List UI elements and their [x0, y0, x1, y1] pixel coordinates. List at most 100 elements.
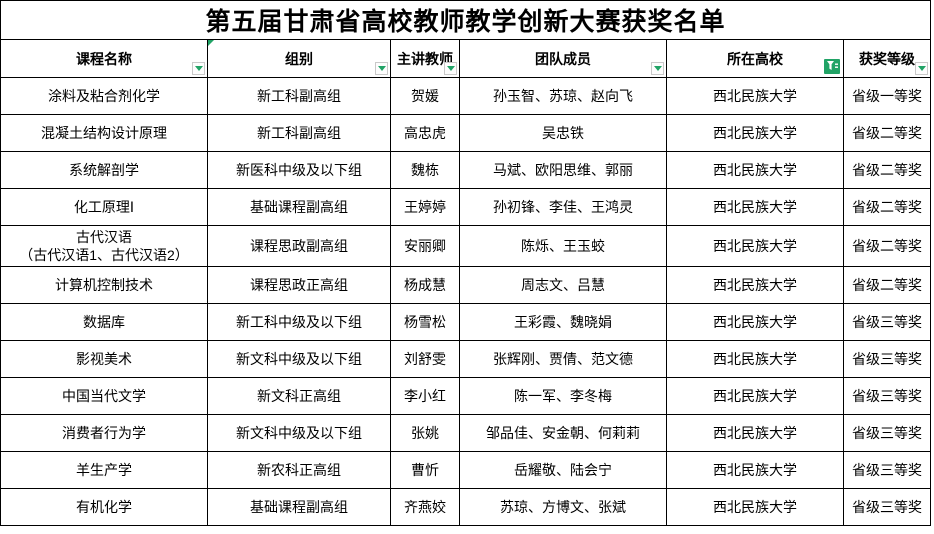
cell-team[interactable]: 吴忠铁: [460, 115, 667, 152]
cell-group[interactable]: 课程思政副高组: [208, 226, 391, 267]
filter-dropdown-icon[interactable]: [375, 62, 388, 75]
cell-teacher[interactable]: 杨成慧: [391, 267, 460, 304]
cell-team[interactable]: 陈烁、王玉蛟: [460, 226, 667, 267]
cell-award[interactable]: 省级三等奖: [844, 378, 931, 415]
cell-teacher[interactable]: 魏栋: [391, 152, 460, 189]
cell-course[interactable]: 涂料及粘合剂化学: [1, 78, 208, 115]
cell-group[interactable]: 新文科中级及以下组: [208, 415, 391, 452]
cell-teacher[interactable]: 刘舒雯: [391, 341, 460, 378]
cell-team[interactable]: 邹品佳、安金朝、何莉莉: [460, 415, 667, 452]
cell-university[interactable]: 西北民族大学: [667, 115, 844, 152]
cell-award[interactable]: 省级二等奖: [844, 226, 931, 267]
column-header-award-label: 获奖等级: [859, 50, 915, 67]
cell-university[interactable]: 西北民族大学: [667, 378, 844, 415]
cell-university[interactable]: 西北民族大学: [667, 78, 844, 115]
cell-teacher[interactable]: 安丽卿: [391, 226, 460, 267]
table-row: 计算机控制技术 课程思政正高组 杨成慧 周志文、吕慧 西北民族大学 省级二等奖: [1, 267, 931, 304]
cell-team[interactable]: 马斌、欧阳思维、郭丽: [460, 152, 667, 189]
filter-dropdown-icon[interactable]: [192, 62, 205, 75]
cell-course[interactable]: 消费者行为学: [1, 415, 208, 452]
cell-group[interactable]: 基础课程副高组: [208, 189, 391, 226]
funnel-icon: [826, 61, 838, 70]
filter-applied-icon[interactable]: [824, 59, 840, 74]
cell-teacher[interactable]: 贺媛: [391, 78, 460, 115]
cell-award[interactable]: 省级二等奖: [844, 115, 931, 152]
cell-group[interactable]: 新工科副高组: [208, 78, 391, 115]
cell-university[interactable]: 西北民族大学: [667, 226, 844, 267]
triangle-down-icon: [653, 66, 662, 71]
cell-team[interactable]: 苏琼、方博文、张斌: [460, 489, 667, 526]
cell-team[interactable]: 张辉刚、贾倩、范文德: [460, 341, 667, 378]
cell-group[interactable]: 新农科正高组: [208, 452, 391, 489]
cell-teacher[interactable]: 高忠虎: [391, 115, 460, 152]
cell-university[interactable]: 西北民族大学: [667, 304, 844, 341]
cell-team[interactable]: 孙玉智、苏琼、赵向飞: [460, 78, 667, 115]
cell-course[interactable]: 计算机控制技术: [1, 267, 208, 304]
cell-teacher[interactable]: 李小红: [391, 378, 460, 415]
cell-team[interactable]: 孙初锋、李佳、王鸿灵: [460, 189, 667, 226]
cell-team[interactable]: 周志文、吕慧: [460, 267, 667, 304]
cell-group[interactable]: 新医科中级及以下组: [208, 152, 391, 189]
cell-award[interactable]: 省级三等奖: [844, 452, 931, 489]
cell-course[interactable]: 系统解剖学: [1, 152, 208, 189]
cell-award[interactable]: 省级三等奖: [844, 341, 931, 378]
cell-team[interactable]: 陈一军、李冬梅: [460, 378, 667, 415]
table-row: 数据库 新工科中级及以下组 杨雪松 王彩霞、魏晓娟 西北民族大学 省级三等奖: [1, 304, 931, 341]
cell-university[interactable]: 西北民族大学: [667, 341, 844, 378]
page-title: 第五届甘肃省高校教师教学创新大赛获奖名单: [1, 1, 931, 40]
filter-dropdown-icon[interactable]: [915, 62, 928, 75]
cell-course[interactable]: 混凝土结构设计原理: [1, 115, 208, 152]
cell-award[interactable]: 省级二等奖: [844, 189, 931, 226]
table-row: 化工原理Ⅰ 基础课程副高组 王婷婷 孙初锋、李佳、王鸿灵 西北民族大学 省级二等…: [1, 189, 931, 226]
cell-group[interactable]: 新文科正高组: [208, 378, 391, 415]
filter-dropdown-icon[interactable]: [651, 62, 664, 75]
cell-university[interactable]: 西北民族大学: [667, 267, 844, 304]
cell-course[interactable]: 羊生产学: [1, 452, 208, 489]
cell-university[interactable]: 西北民族大学: [667, 415, 844, 452]
column-header-team-label: 团队成员: [535, 50, 591, 67]
cell-group[interactable]: 课程思政正高组: [208, 267, 391, 304]
header-row: 课程名称 组别 主讲教师 团队成员 所在高校: [1, 40, 931, 78]
cell-university[interactable]: 西北民族大学: [667, 152, 844, 189]
cell-course[interactable]: 古代汉语 （古代汉语1、古代汉语2）: [1, 226, 208, 267]
cell-course[interactable]: 化工原理Ⅰ: [1, 189, 208, 226]
cell-teacher[interactable]: 王婷婷: [391, 189, 460, 226]
cell-group[interactable]: 新工科副高组: [208, 115, 391, 152]
column-header-university-label: 所在高校: [727, 50, 783, 67]
cell-university[interactable]: 西北民族大学: [667, 489, 844, 526]
triangle-down-icon: [917, 66, 926, 71]
cell-award[interactable]: 省级一等奖: [844, 78, 931, 115]
cell-university[interactable]: 西北民族大学: [667, 452, 844, 489]
cell-award[interactable]: 省级二等奖: [844, 152, 931, 189]
column-header-university: 所在高校: [667, 40, 844, 78]
cell-teacher[interactable]: 齐燕姣: [391, 489, 460, 526]
cell-award[interactable]: 省级二等奖: [844, 267, 931, 304]
cell-team[interactable]: 王彩霞、魏晓娟: [460, 304, 667, 341]
cell-teacher[interactable]: 张姚: [391, 415, 460, 452]
cell-course[interactable]: 数据库: [1, 304, 208, 341]
triangle-down-icon: [194, 66, 203, 71]
cell-course[interactable]: 有机化学: [1, 489, 208, 526]
cell-course[interactable]: 影视美术: [1, 341, 208, 378]
column-header-award: 获奖等级: [844, 40, 931, 78]
cell-award[interactable]: 省级三等奖: [844, 415, 931, 452]
cell-teacher[interactable]: 杨雪松: [391, 304, 460, 341]
cell-teacher[interactable]: 曹忻: [391, 452, 460, 489]
cell-group[interactable]: 基础课程副高组: [208, 489, 391, 526]
table-row: 混凝土结构设计原理 新工科副高组 高忠虎 吴忠铁 西北民族大学 省级二等奖: [1, 115, 931, 152]
cell-group[interactable]: 新工科中级及以下组: [208, 304, 391, 341]
cell-team[interactable]: 岳耀敬、陆会宁: [460, 452, 667, 489]
triangle-down-icon: [377, 66, 386, 71]
filter-dropdown-icon[interactable]: [444, 62, 457, 75]
table-row: 有机化学 基础课程副高组 齐燕姣 苏琼、方博文、张斌 西北民族大学 省级三等奖: [1, 489, 931, 526]
cell-group[interactable]: 新文科中级及以下组: [208, 341, 391, 378]
cell-university[interactable]: 西北民族大学: [667, 189, 844, 226]
column-header-course-label: 课程名称: [76, 50, 132, 67]
cell-flag-icon: [208, 40, 214, 46]
cell-course[interactable]: 中国当代文学: [1, 378, 208, 415]
cell-award[interactable]: 省级三等奖: [844, 304, 931, 341]
table-row: 系统解剖学 新医科中级及以下组 魏栋 马斌、欧阳思维、郭丽 西北民族大学 省级二…: [1, 152, 931, 189]
cell-award[interactable]: 省级三等奖: [844, 489, 931, 526]
table-row: 影视美术 新文科中级及以下组 刘舒雯 张辉刚、贾倩、范文德 西北民族大学 省级三…: [1, 341, 931, 378]
